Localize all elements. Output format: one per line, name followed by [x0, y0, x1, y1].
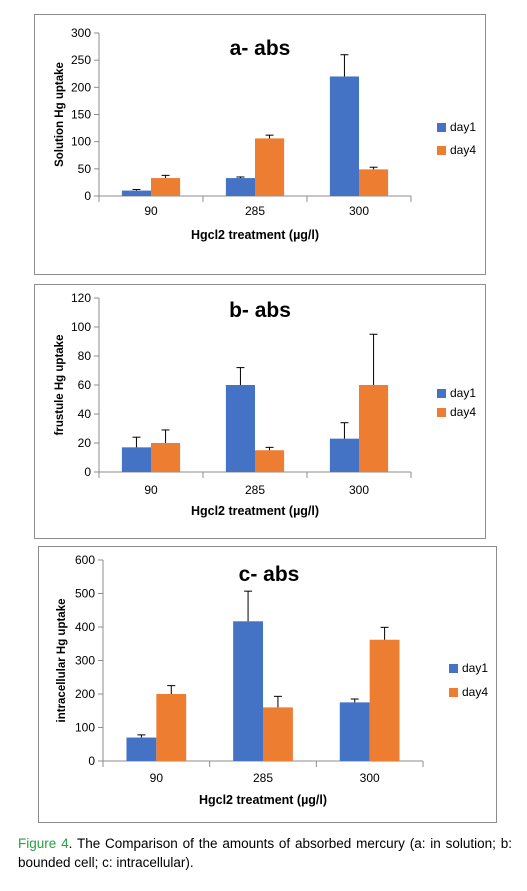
x-axis-label: Hgcl2 treatment (µg/l) [191, 504, 319, 518]
bar-day1-90 [121, 190, 151, 196]
y-tick-label: 150 [71, 108, 91, 122]
legend-label-day1: day1 [450, 120, 476, 134]
y-tick-label: 100 [71, 320, 91, 334]
bar-day1-90 [121, 447, 151, 472]
legend-swatch-day1 [449, 664, 458, 673]
y-tick-label: 500 [75, 587, 95, 601]
bar-day4-90 [151, 178, 181, 196]
y-tick-label: 200 [75, 687, 95, 701]
figure-caption: Figure 4. The Comparison of the amounts … [18, 834, 512, 872]
y-tick-label: 300 [71, 26, 91, 40]
x-tick-label: 285 [245, 483, 265, 497]
x-tick-label: 285 [245, 204, 265, 218]
y-tick-label: 0 [84, 189, 91, 203]
y-tick-label: 40 [78, 407, 92, 421]
y-tick-label: 0 [84, 465, 91, 479]
y-axis-label: frustule Hg uptake [54, 335, 66, 436]
x-tick-label: 285 [253, 771, 273, 785]
bar-day1-300 [329, 438, 359, 472]
x-axis-label: Hgcl2 treatment (µg/l) [199, 793, 327, 807]
chart-svg: 0 100 200 300 400 500 600 90 285 300 c- abs Hgcl2 t… [56, 553, 488, 807]
y-tick-label: 600 [75, 553, 95, 567]
chart-svg: 0 20 40 60 80 100 120 90 285 300 b- abs Hgcl2 treat… [54, 291, 476, 518]
y-axis-label: intracellular Hg uptake [56, 599, 68, 723]
x-tick-label: 300 [349, 483, 369, 497]
legend-swatch-day4 [449, 688, 458, 697]
chart-title: b- abs [229, 299, 291, 322]
bar-day4-90 [151, 443, 181, 472]
y-tick-label: 250 [71, 53, 91, 67]
legend-swatch-day1 [437, 389, 446, 398]
figure-caption-text: . The Comparison of the amounts of absor… [18, 836, 512, 870]
legend-swatch-day4 [437, 146, 446, 155]
legend-swatch-day1 [437, 123, 446, 132]
bar-day1-285 [225, 178, 255, 196]
x-tick-label: 300 [360, 771, 380, 785]
legend-label-day1: day1 [462, 661, 488, 675]
legend-label-day4: day4 [462, 685, 488, 699]
y-tick-label: 100 [75, 721, 95, 735]
chart-panel-b: 0 20 40 60 80 100 120 90 285 300 b- abs Hgcl2 treat… [34, 284, 486, 539]
bar-day4-300 [359, 169, 389, 196]
x-tick-label: 90 [150, 771, 164, 785]
y-tick-label: 100 [71, 135, 91, 149]
bar-day4-285 [255, 138, 285, 196]
legend-label-day4: day4 [450, 405, 476, 419]
y-tick-label: 300 [75, 654, 95, 668]
bar-day4-285 [255, 450, 285, 472]
x-tick-label: 90 [144, 204, 158, 218]
x-axis-label: Hgcl2 treatment (µg/l) [191, 228, 319, 242]
bar-day1-300 [339, 702, 370, 761]
chart-panel-c: 0 100 200 300 400 500 600 90 285 300 c- abs Hgcl2 t… [38, 546, 497, 823]
legend-swatch-day4 [437, 408, 446, 417]
chart-title: c- abs [239, 563, 300, 586]
y-tick-label: 120 [71, 291, 91, 305]
y-tick-label: 80 [78, 349, 92, 363]
bar-day1-300 [329, 76, 359, 196]
figure-label: Figure 4 [18, 836, 69, 851]
chart-svg: 0 50 100 150 200 250 300 90 285 300 a- abs Hgcl2 tr… [54, 26, 476, 242]
legend-label-day4: day4 [450, 143, 476, 157]
bar-day1-285 [225, 385, 255, 472]
y-tick-label: 400 [75, 620, 95, 634]
y-tick-label: 20 [78, 436, 92, 450]
bar-day1-90 [126, 737, 157, 761]
y-axis-label: Solution Hg uptake [54, 62, 66, 167]
chart-title: a- abs [230, 37, 291, 60]
bar-day4-285 [263, 707, 293, 761]
y-tick-label: 0 [88, 754, 95, 768]
y-tick-label: 50 [78, 162, 92, 176]
bar-day4-300 [369, 639, 400, 761]
chart-panel-a: 0 50 100 150 200 250 300 90 285 300 a- abs Hgcl2 tr… [34, 14, 486, 275]
x-tick-label: 90 [144, 483, 158, 497]
bar-day4-90 [156, 694, 187, 761]
bar-day1-285 [233, 621, 263, 761]
bar-day4-300 [359, 385, 389, 472]
y-tick-label: 200 [71, 80, 91, 94]
legend-label-day1: day1 [450, 386, 476, 400]
y-tick-label: 60 [78, 378, 92, 392]
x-tick-label: 300 [349, 204, 369, 218]
